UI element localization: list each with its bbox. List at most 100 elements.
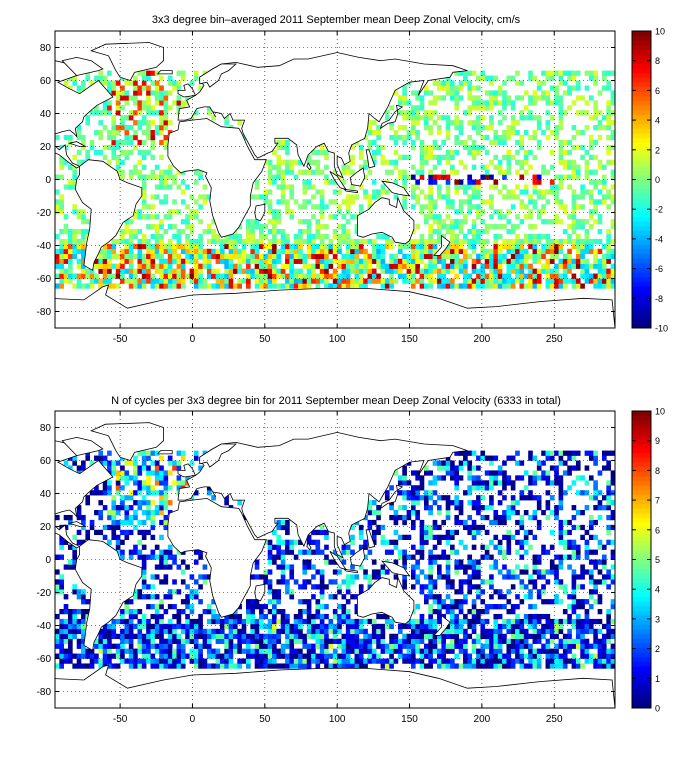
heatmap-cell bbox=[406, 510, 412, 516]
heatmap-cell bbox=[107, 268, 112, 274]
heatmap-cell bbox=[185, 233, 190, 240]
heatmap-cell bbox=[193, 75, 199, 81]
heatmap-cell bbox=[263, 224, 269, 230]
heatmap-cell bbox=[98, 248, 104, 255]
heatmap-cell bbox=[593, 253, 598, 259]
heatmap-cell bbox=[341, 278, 347, 284]
heatmap-cell bbox=[76, 638, 82, 644]
heatmap-cell bbox=[476, 613, 481, 620]
heatmap-cell bbox=[150, 658, 156, 664]
heatmap-cell bbox=[306, 618, 312, 625]
heatmap-cell bbox=[189, 658, 195, 664]
heatmap-cell bbox=[480, 238, 486, 245]
heatmap-cell bbox=[293, 648, 299, 654]
heatmap-cell bbox=[367, 130, 373, 136]
heatmap-cell bbox=[571, 144, 577, 151]
heatmap-cell bbox=[393, 258, 399, 264]
heatmap-cell bbox=[163, 658, 169, 664]
heatmap-cell bbox=[419, 633, 425, 639]
heatmap-cell bbox=[76, 159, 82, 165]
heatmap-cell bbox=[545, 273, 551, 279]
heatmap-cell bbox=[163, 554, 169, 560]
heatmap-cell bbox=[302, 253, 308, 259]
heatmap-cell bbox=[154, 278, 160, 284]
heatmap-cell bbox=[107, 633, 112, 639]
heatmap-cell bbox=[558, 638, 564, 644]
heatmap-cell bbox=[441, 495, 446, 501]
heatmap-cell bbox=[510, 238, 516, 245]
heatmap-cell bbox=[567, 544, 572, 550]
heatmap-cell bbox=[445, 623, 451, 630]
heatmap-cell bbox=[137, 648, 143, 654]
heatmap-cell bbox=[159, 174, 164, 180]
heatmap-cell bbox=[350, 238, 355, 245]
heatmap-cell bbox=[280, 159, 286, 165]
heatmap-cell bbox=[345, 194, 351, 200]
heatmap-cell bbox=[107, 159, 112, 165]
heatmap-cell bbox=[519, 643, 525, 649]
heatmap-cell bbox=[358, 628, 364, 635]
heatmap-cell bbox=[545, 549, 551, 555]
heatmap-cell bbox=[567, 554, 572, 560]
heatmap-cell bbox=[480, 495, 486, 501]
heatmap-cell bbox=[302, 584, 308, 590]
heatmap-cell bbox=[63, 604, 69, 610]
heatmap-cell bbox=[293, 283, 299, 289]
heatmap-cell bbox=[298, 238, 303, 245]
heatmap-cell bbox=[198, 278, 203, 284]
heatmap-cell bbox=[601, 174, 607, 180]
heatmap-cell bbox=[571, 569, 577, 575]
heatmap-cell bbox=[454, 248, 460, 255]
heatmap-cell bbox=[259, 658, 264, 664]
heatmap-cell bbox=[476, 115, 481, 121]
heatmap-cell bbox=[393, 194, 399, 200]
heatmap-cell bbox=[241, 253, 247, 259]
heatmap-cell bbox=[102, 100, 108, 106]
heatmap-cell bbox=[437, 465, 442, 471]
heatmap-cell bbox=[471, 238, 477, 245]
heatmap-cell bbox=[345, 278, 351, 284]
heatmap-cell bbox=[306, 238, 312, 245]
land-outlines bbox=[55, 42, 615, 328]
heatmap-cell bbox=[198, 194, 203, 200]
heatmap-cell bbox=[363, 658, 368, 664]
heatmap-cell bbox=[59, 574, 64, 580]
heatmap-cell bbox=[341, 258, 347, 264]
land-outline bbox=[365, 149, 376, 169]
heatmap-cell bbox=[541, 80, 546, 86]
heatmap-cell bbox=[128, 268, 134, 274]
heatmap-cell bbox=[558, 658, 564, 664]
heatmap-cell bbox=[567, 139, 572, 146]
heatmap-cell bbox=[137, 505, 143, 511]
heatmap-cell bbox=[363, 134, 368, 141]
heatmap-cell bbox=[376, 514, 381, 521]
heatmap-cell bbox=[167, 604, 173, 610]
heatmap-cell bbox=[176, 70, 182, 76]
heatmap-cell bbox=[510, 268, 516, 274]
heatmap-cell bbox=[141, 559, 147, 565]
heatmap-cell bbox=[519, 554, 525, 560]
heatmap-cell bbox=[554, 85, 559, 91]
heatmap-cell bbox=[167, 618, 173, 625]
heatmap-cell bbox=[146, 633, 151, 639]
heatmap-cell bbox=[63, 238, 69, 245]
heatmap-cell bbox=[345, 579, 351, 585]
heatmap-cell bbox=[571, 224, 577, 230]
heatmap-cell bbox=[163, 564, 169, 570]
heatmap-cell bbox=[545, 110, 551, 116]
heatmap-cell bbox=[154, 609, 160, 615]
heatmap-cell bbox=[454, 258, 460, 264]
heatmap-cell bbox=[593, 204, 598, 210]
heatmap-cell bbox=[380, 633, 386, 639]
heatmap-cell bbox=[371, 653, 377, 659]
heatmap-cell bbox=[68, 229, 73, 235]
heatmap-cell bbox=[562, 584, 568, 590]
heatmap-cell bbox=[98, 120, 104, 126]
heatmap-cell bbox=[415, 105, 420, 111]
heatmap-cell bbox=[423, 90, 429, 96]
heatmap-cell bbox=[554, 599, 559, 605]
heatmap-cell bbox=[289, 539, 295, 545]
heatmap-cell bbox=[575, 243, 581, 250]
heatmap-cell bbox=[371, 569, 377, 575]
heatmap-cell bbox=[515, 613, 520, 620]
